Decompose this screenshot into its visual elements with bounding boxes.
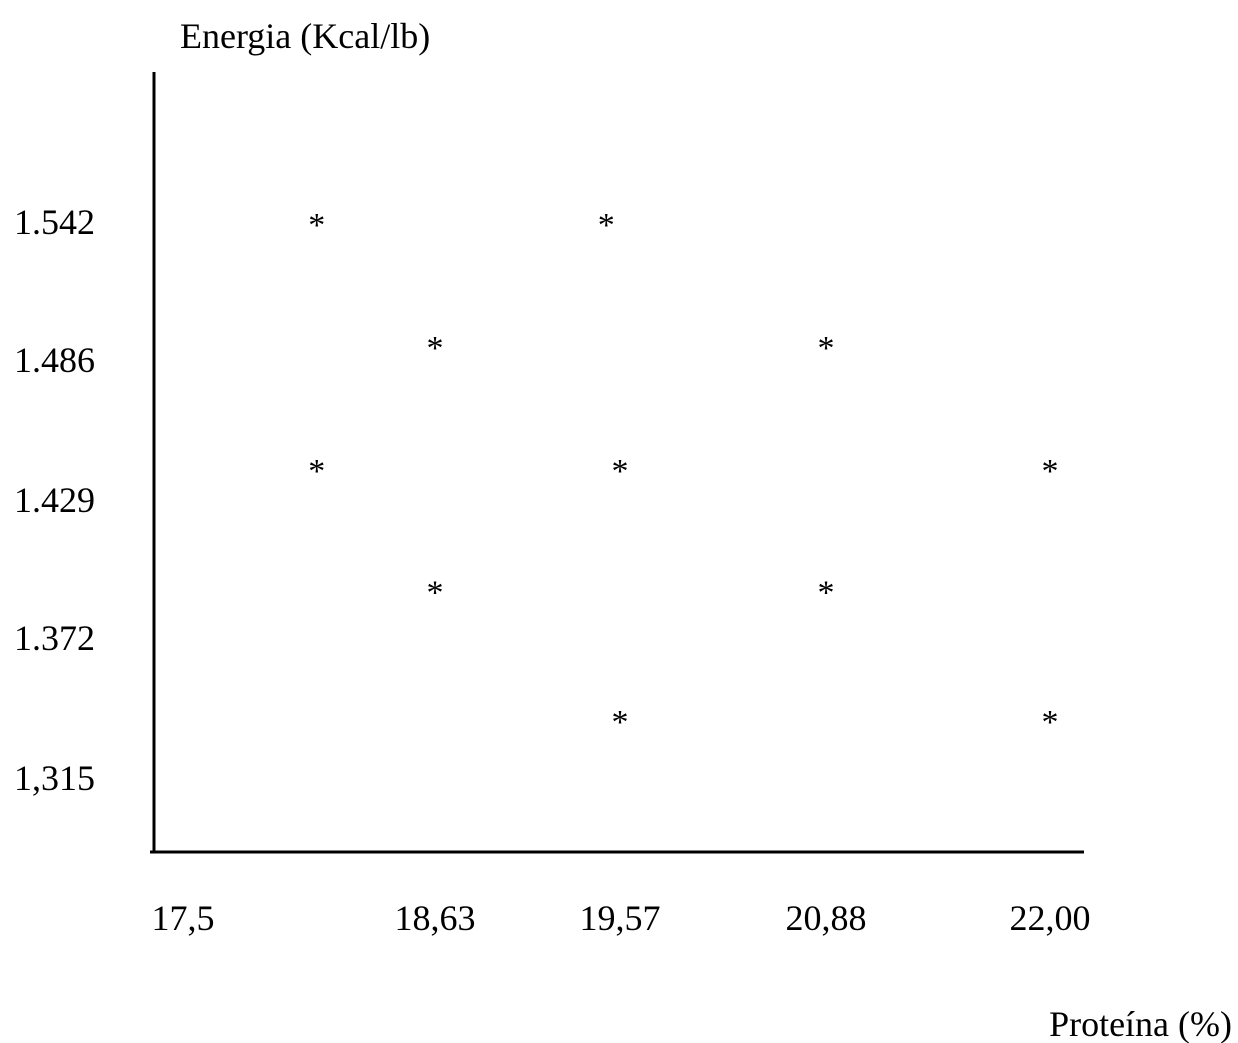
x-tick-label: 18,63 xyxy=(395,898,476,938)
data-point: * xyxy=(427,330,444,367)
y-tick-labels: 1.542 1.486 1.429 1.372 1,315 xyxy=(14,202,95,798)
data-point: * xyxy=(308,207,325,244)
x-tick-label: 17,5 xyxy=(152,898,215,938)
data-point: * xyxy=(1042,704,1059,741)
y-tick-label: 1.542 xyxy=(14,202,95,242)
x-tick-label: 20,88 xyxy=(786,898,867,938)
data-point: * xyxy=(818,575,835,612)
data-point: * xyxy=(612,704,629,741)
data-point: * xyxy=(818,330,835,367)
x-tick-label: 22,00 xyxy=(1010,898,1091,938)
x-tick-label: 19,57 xyxy=(580,898,661,938)
y-tick-label: 1.486 xyxy=(14,340,95,380)
data-point: * xyxy=(612,453,629,490)
data-point: * xyxy=(1042,453,1059,490)
data-points: * * * * * * * * * * * xyxy=(308,207,1058,741)
data-point: * xyxy=(308,453,325,490)
y-tick-label: 1.429 xyxy=(14,480,95,520)
x-axis-title: Proteína (%) xyxy=(1049,1004,1232,1043)
x-tick-labels: 17,5 18,63 19,57 20,88 22,00 xyxy=(152,898,1091,938)
y-axis-title: Energia (Kcal/lb) xyxy=(180,16,430,56)
data-point: * xyxy=(427,575,444,612)
data-point: * xyxy=(598,207,615,244)
y-tick-label: 1,315 xyxy=(14,758,95,798)
y-tick-label: 1.372 xyxy=(14,618,95,658)
